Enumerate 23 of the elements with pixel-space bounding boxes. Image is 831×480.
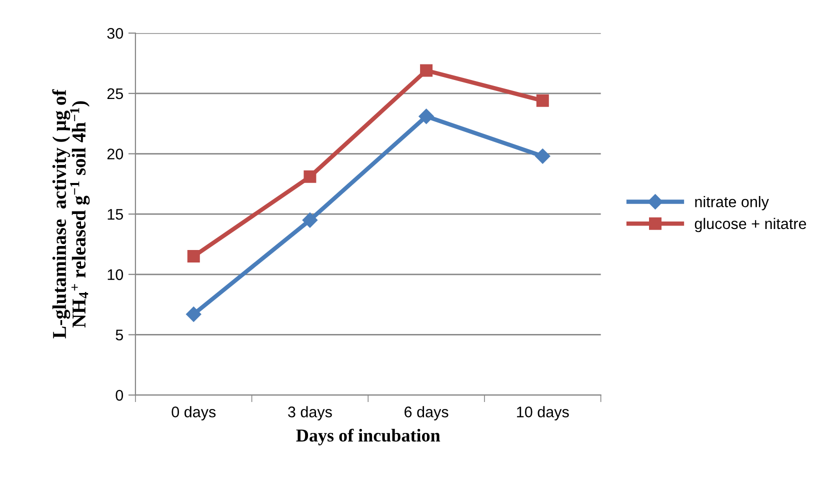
x-tick-label: 3 days [288,406,332,420]
legend-label: nitrate only [695,196,769,210]
y-tick-label: 15 [108,209,124,220]
x-tick-label: 10 days [517,406,569,420]
y-tick-label: 0 [116,390,124,401]
legend-label: glucose + nitatre [694,218,806,232]
point [418,108,434,124]
x-tick-label: 0 days [172,406,216,420]
point [187,250,200,263]
y-tick-label: 10 [108,269,124,280]
point [304,170,316,183]
point [186,306,202,322]
point [420,64,433,77]
y-tick-label: 25 [107,88,124,100]
point [536,94,549,107]
point [302,212,318,228]
x-axis-title: Days of incubation [296,428,440,446]
text: L-glutaminase activity ( µg of NH$_{4}$$^{+}$ released g$^{−1}$ soil 4h$^{−1}$) [52,89,90,338]
x-tick-label: 6 days [404,406,448,420]
y-tick-label: 20 [107,148,124,160]
point [535,148,550,164]
y-tick-label: 5 [116,330,124,340]
y-tick-label: 30 [107,28,124,39]
